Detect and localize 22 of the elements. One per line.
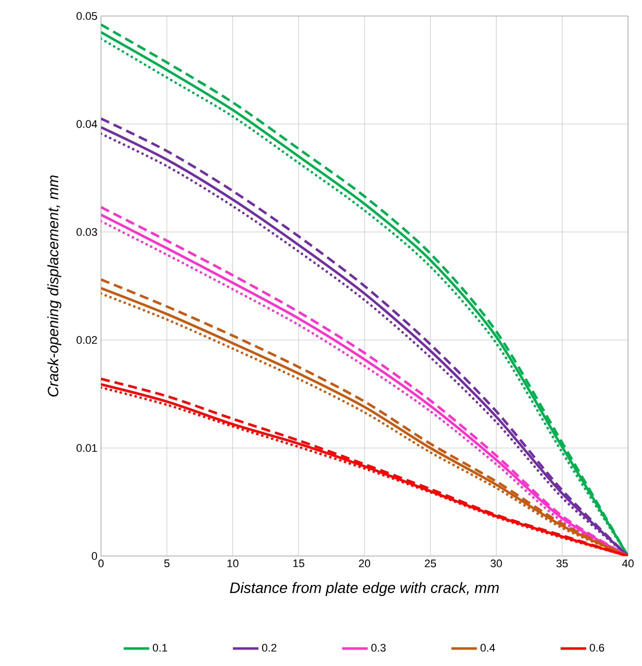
legend-label: 0.4 xyxy=(480,644,496,652)
legend-label: 0.1 xyxy=(152,644,168,652)
x-tick-label: 25 xyxy=(424,560,436,568)
x-tick-label: 5 xyxy=(164,560,170,568)
y-axis-title: Crack-opening displacement, mm xyxy=(47,175,62,396)
x-tick-label: 30 xyxy=(490,560,502,568)
y-tick-label: 0.01 xyxy=(76,444,97,452)
legend-label: 0.3 xyxy=(371,644,386,652)
legend-label: 0.2 xyxy=(262,644,276,652)
y-tick-label: 0 xyxy=(92,552,98,560)
legend-label: 0.6 xyxy=(590,644,604,652)
x-tick-label: 40 xyxy=(622,560,634,568)
x-axis-title: Distance from plate edge with crack, mm xyxy=(230,582,499,596)
x-tick-label: 0 xyxy=(98,560,104,568)
y-tick-label: 0.04 xyxy=(76,120,98,128)
x-tick-label: 35 xyxy=(556,560,568,568)
x-tick-label: 20 xyxy=(358,560,370,568)
x-tick-label: 15 xyxy=(293,560,304,568)
y-tick-label: 0.02 xyxy=(76,336,97,344)
y-tick-label: 0.03 xyxy=(76,228,97,236)
y-tick-label: 0.05 xyxy=(76,12,98,20)
x-tick-label: 10 xyxy=(227,560,238,568)
